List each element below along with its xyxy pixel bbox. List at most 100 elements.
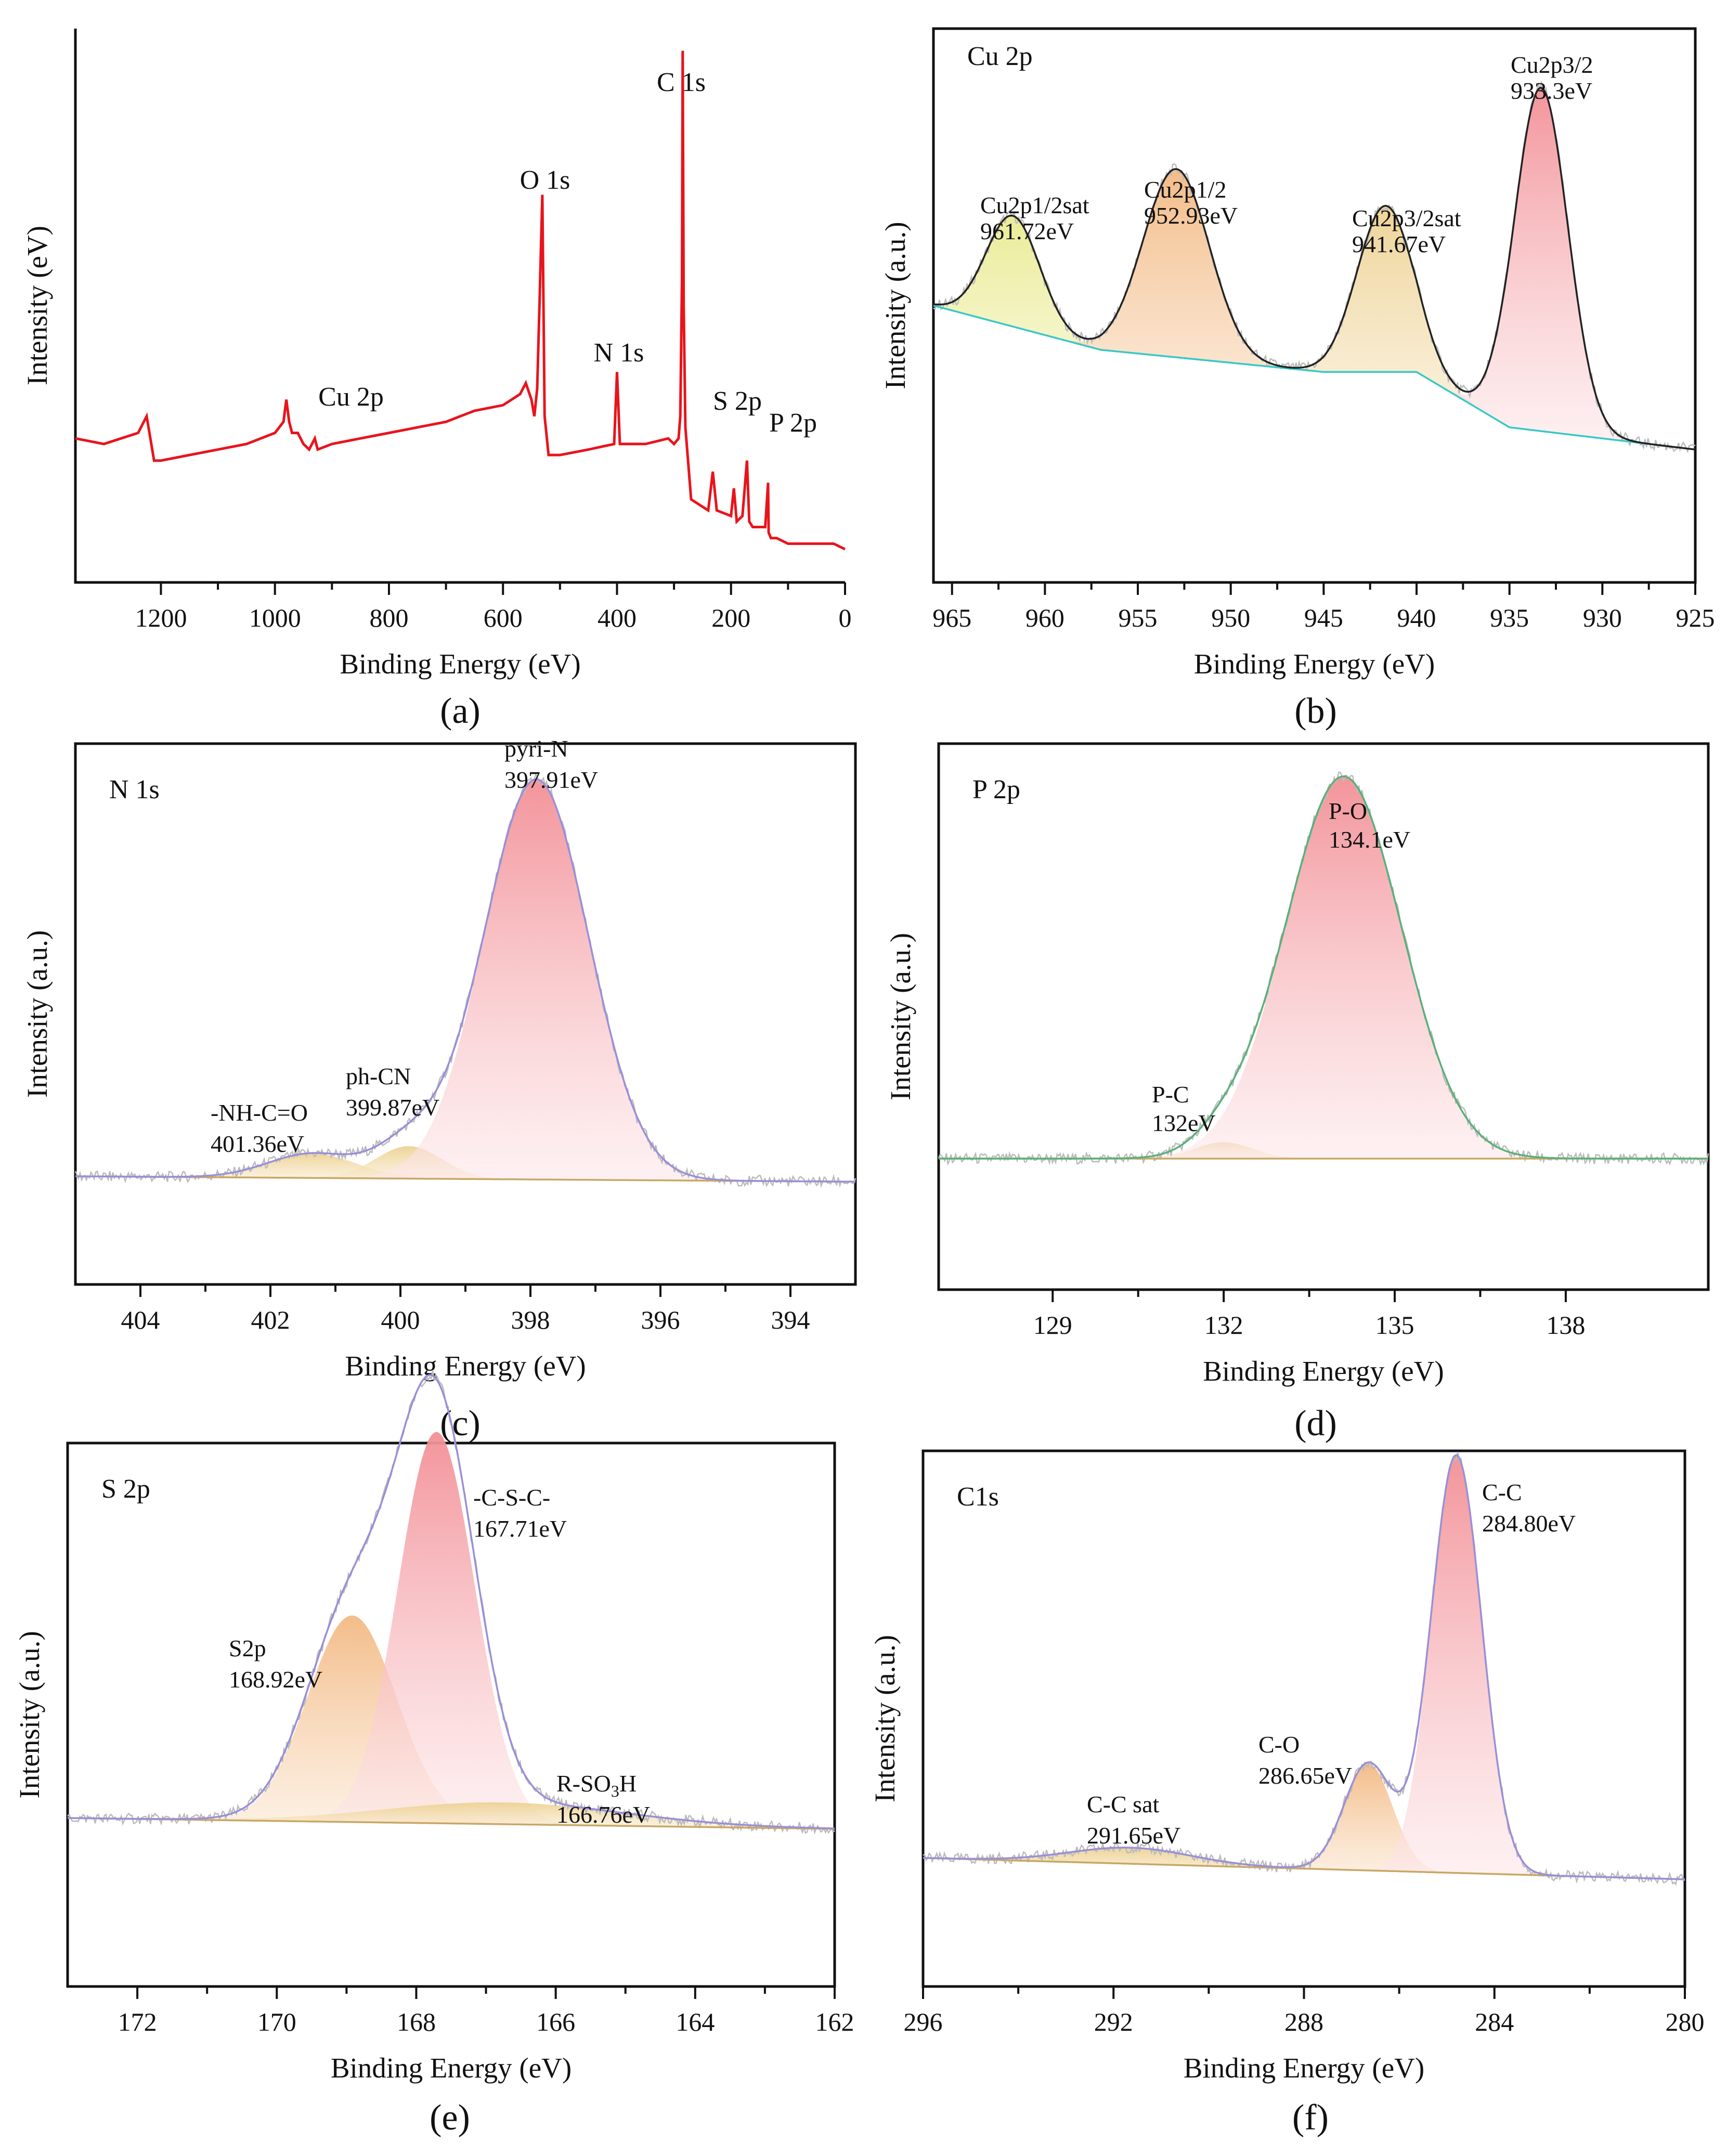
x-tick-label: 400 — [598, 603, 637, 632]
x-tick-label: 166 — [536, 2007, 575, 2036]
peak-fill-3 — [68, 1802, 835, 1829]
x-tick-label: 402 — [251, 1305, 290, 1334]
axes-frame — [66, 1441, 836, 1988]
x-tick-label: 396 — [641, 1305, 680, 1334]
y-axis-title: Intensity (a.u.) — [879, 222, 911, 389]
peak-energy-label: 961.72eV — [980, 218, 1074, 244]
x-tick-label: 935 — [1490, 603, 1529, 632]
y-axis-title: Intensity (a.u.) — [869, 1635, 901, 1802]
x-tick-label: 800 — [369, 603, 408, 632]
peak-name-label: -NH-C=O — [211, 1099, 308, 1126]
x-tick-label: 164 — [676, 2007, 715, 2036]
x-axis-title: Binding Energy (eV) — [1194, 648, 1435, 680]
x-tick-label: 1200 — [135, 603, 187, 632]
peak-energy-label: 397.91eV — [504, 767, 598, 793]
x-axis-title: Binding Energy (eV) — [1184, 2052, 1424, 2084]
panel-tag: (a) — [440, 691, 481, 731]
peak-name-label: pyri-N — [504, 735, 568, 762]
peak-energy-label: 401.36eV — [211, 1131, 304, 1157]
survey-spectrum-line — [75, 50, 846, 551]
peak-label: P 2p — [769, 408, 817, 438]
x-tick-label: 138 — [1546, 1310, 1585, 1340]
x-axis-title: Binding Energy (eV) — [345, 1350, 586, 1382]
x-tick-label: 400 — [381, 1305, 420, 1334]
peak-fill-1 — [933, 215, 1695, 450]
panel-title: N 1s — [109, 775, 160, 804]
x-tick-label: 288 — [1284, 2007, 1323, 2036]
x-tick-label: 292 — [1094, 2007, 1133, 2036]
peak-energy-label: 933.3eV — [1511, 77, 1592, 104]
peak-energy-label: 286.65eV — [1258, 1762, 1352, 1789]
x-tick-label: 170 — [257, 2007, 296, 2036]
panel-tag: (b) — [1294, 691, 1337, 731]
y-axis-title: Intensity (a.u.) — [14, 1631, 45, 1798]
panel-tag: (c) — [440, 1404, 481, 1444]
peak-fill-4 — [933, 87, 1695, 450]
x-tick-label: 132 — [1204, 1310, 1243, 1340]
y-axis-title: Intensity (a.u.) — [21, 930, 53, 1098]
axes-frame — [937, 742, 1710, 1291]
x-tick-label: 135 — [1375, 1310, 1414, 1340]
peak-name-label: R-SO3H — [556, 1770, 637, 1800]
x-tick-label: 0 — [839, 603, 852, 632]
x-tick-label: 930 — [1583, 603, 1622, 632]
peak-name-label: -C-S-C- — [473, 1484, 550, 1511]
peak-energy-label: 284.80eV — [1482, 1510, 1576, 1537]
peak-energy-label: 399.87eV — [346, 1094, 439, 1121]
x-tick-label: 925 — [1676, 603, 1715, 632]
x-tick-label: 168 — [397, 2007, 436, 2036]
y-axis-title: Intensity (eV) — [21, 226, 53, 385]
x-tick-label: 172 — [118, 2007, 157, 2036]
peak-name-label: Cu2p1/2sat — [980, 192, 1089, 218]
panel-tag: (e) — [430, 2098, 470, 2138]
peak-label: Cu 2p — [318, 382, 384, 412]
peak-label: O 1s — [520, 165, 570, 195]
peak-name-label: C-C — [1482, 1479, 1522, 1505]
fit-envelope-line — [75, 778, 855, 1183]
x-axis-title: Binding Energy (eV) — [1203, 1355, 1444, 1387]
fit-envelope-line — [939, 775, 1708, 1160]
peak-energy-label: 132eV — [1152, 1110, 1216, 1136]
panel-a: 1200 1000 800 600 400 200 0 Binding Energy (eV)… — [21, 29, 852, 731]
x-tick-label: 129 — [1033, 1310, 1072, 1340]
peak-fill-3 — [923, 1455, 1685, 1879]
x-tick-label: 394 — [771, 1305, 810, 1334]
peak-label: S 2p — [713, 386, 762, 416]
y-axis-title: Intensity (a.u.) — [885, 933, 916, 1100]
background-line — [933, 304, 1696, 451]
panel-title: C1s — [957, 1482, 999, 1512]
background-line — [68, 1817, 835, 1830]
x-tick-label: 200 — [711, 603, 750, 632]
peak-fill-3 — [75, 779, 855, 1182]
x-tick-label: 955 — [1119, 603, 1158, 632]
peak-name-label: C-C sat — [1087, 1791, 1160, 1817]
peak-energy-label: 134.1eV — [1329, 826, 1410, 853]
peak-name-label: S2p — [229, 1635, 266, 1661]
peak-fill-1 — [75, 1153, 855, 1182]
panel-d: P 2p 129 132 135 138 Binding Energy (eV) Inten… — [885, 742, 1710, 1444]
x-tick-label: 960 — [1025, 603, 1064, 632]
peak-energy-label: 291.65eV — [1087, 1822, 1180, 1849]
peak-energy-label: 952.93eV — [1144, 202, 1238, 229]
peak-fill-2 — [68, 1432, 835, 1829]
fit-envelope-line — [68, 1374, 835, 1829]
peak-label: N 1s — [594, 338, 644, 368]
x-tick-label: 404 — [121, 1305, 160, 1334]
peak-label: C 1s — [657, 68, 706, 97]
panel-c: N 1s 404 402 400 398 396 394 Binding Energy (eV… — [21, 735, 857, 1444]
panel-title: P 2p — [972, 775, 1020, 804]
x-tick-label: 1000 — [249, 603, 301, 632]
x-axis-title: Binding Energy (eV) — [331, 2052, 572, 2084]
x-tick-label: 965 — [932, 603, 971, 632]
x-tick-label: 945 — [1304, 603, 1343, 632]
peak-name-label: P-C — [1152, 1081, 1189, 1108]
x-axis-title: Binding Energy (eV) — [340, 648, 580, 680]
x-tick-label: 280 — [1666, 2007, 1705, 2036]
x-tick-label: 296 — [904, 2007, 943, 2036]
fit-envelope-line — [933, 87, 1696, 451]
fit-envelope-line — [923, 1454, 1685, 1880]
peak-name-label: Cu2p3/2 — [1511, 51, 1593, 78]
peak-name-label: ph-CN — [346, 1063, 411, 1089]
peak-name-label: C-O — [1258, 1731, 1300, 1758]
